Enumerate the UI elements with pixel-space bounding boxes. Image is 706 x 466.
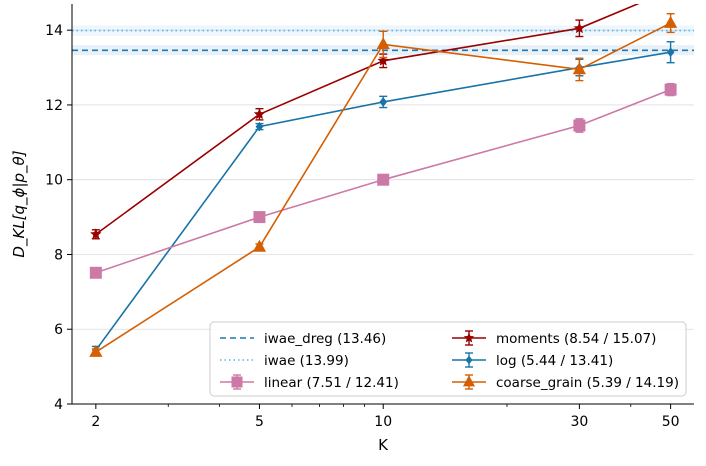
x-tick-label: 10 bbox=[374, 414, 392, 430]
data-point-log bbox=[379, 97, 388, 107]
y-tick-label: 10 bbox=[45, 173, 63, 189]
axes: 4 6 8 10 12 14 2 5 10 30 50 K D_KL[q_ϕ|p_θ] bbox=[10, 4, 694, 454]
data-point-linear bbox=[573, 119, 586, 132]
x-tick-label: 2 bbox=[91, 414, 100, 430]
legend-label-iwae: iwae (13.99) bbox=[264, 353, 349, 369]
data-point-coarse-grain bbox=[252, 239, 267, 252]
y-tick-label: 14 bbox=[45, 23, 63, 39]
data-point-linear bbox=[89, 266, 102, 279]
data-point-linear bbox=[664, 83, 677, 96]
x-tick-label: 5 bbox=[255, 414, 264, 430]
y-tick-label: 8 bbox=[54, 247, 63, 263]
legend-label-moments: moments (8.54 / 15.07) bbox=[496, 331, 656, 347]
series-group bbox=[89, 4, 678, 357]
data-point-coarse-grain bbox=[89, 344, 103, 357]
data-point-coarse-grain bbox=[376, 37, 390, 50]
data-point-moments bbox=[90, 228, 102, 240]
x-tick-label: 50 bbox=[662, 414, 680, 430]
data-point-linear bbox=[377, 173, 390, 186]
data-point-log bbox=[666, 47, 675, 58]
x-tick-label: 30 bbox=[570, 414, 588, 430]
data-point-moments bbox=[253, 108, 266, 120]
legend-label-coarse-grain: coarse_grain (5.39 / 14.19) bbox=[496, 375, 679, 391]
y-tick-label: 6 bbox=[54, 322, 63, 338]
legend-marker-log bbox=[465, 355, 473, 365]
legend-marker-moments bbox=[463, 332, 475, 343]
data-point-moments bbox=[377, 54, 389, 66]
legend-box bbox=[209, 321, 687, 397]
legend: iwae_dreg (13.46) iwae (13.99) linear (7.5… bbox=[209, 321, 687, 397]
data-point-coarse-grain bbox=[572, 62, 586, 75]
legend-marker-coarse-grain bbox=[462, 375, 476, 387]
data-point-coarse-grain bbox=[664, 15, 678, 28]
legend-label-iwae-dreg: iwae_dreg (13.46) bbox=[264, 331, 386, 347]
x-axis-label: K bbox=[378, 436, 389, 454]
y-tick-label: 12 bbox=[45, 98, 63, 114]
data-point-moments bbox=[573, 22, 586, 34]
legend-marker-linear bbox=[231, 376, 243, 388]
y-tick-label: 4 bbox=[54, 397, 63, 413]
data-point-log bbox=[255, 121, 264, 132]
data-point-linear bbox=[253, 211, 266, 224]
y-axis-label: D_KL[q_ϕ|p_θ] bbox=[10, 150, 29, 257]
legend-label-linear: linear (7.51 / 12.41) bbox=[264, 375, 399, 391]
legend-label-log: log (5.44 / 13.41) bbox=[496, 353, 613, 369]
